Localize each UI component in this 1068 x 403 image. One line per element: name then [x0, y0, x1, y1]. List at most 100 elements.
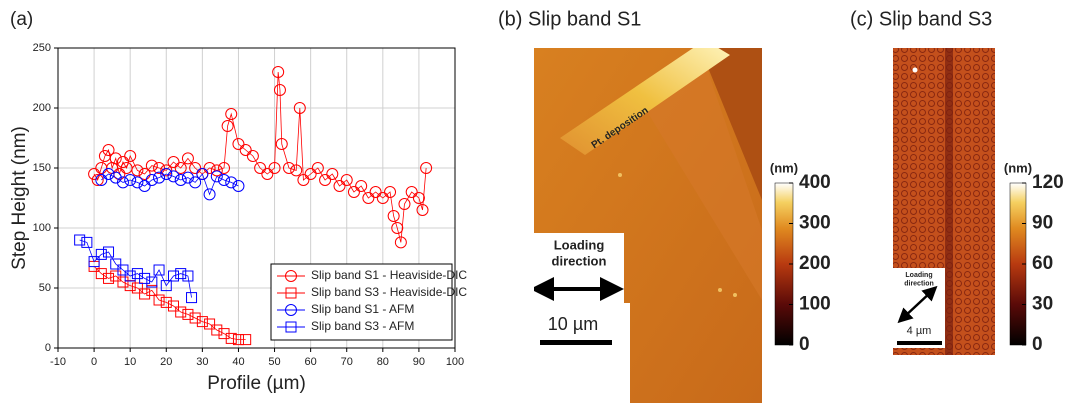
x-axis-label: Profile (µm) [207, 373, 306, 394]
data-point [124, 174, 137, 186]
data-point [196, 316, 208, 328]
data-point [362, 192, 375, 204]
data-point [391, 222, 404, 234]
y-tick-label: 250 [33, 42, 51, 54]
afm-image-s3 [893, 48, 995, 355]
colorbar-tick-label: 120 [1032, 172, 1064, 193]
colorbar-tick-label: 60 [1032, 253, 1053, 274]
scale-bar-label: 10 µm [548, 314, 598, 334]
data-point [91, 174, 104, 186]
data-point [153, 264, 165, 276]
data-point [74, 234, 86, 246]
data-point [95, 174, 108, 186]
data-point [182, 270, 194, 282]
legend-marker [285, 304, 297, 316]
colorbar-tick-label: 30 [1032, 294, 1053, 315]
colorbar-tick-label: 90 [1032, 213, 1053, 234]
data-point [110, 258, 122, 270]
data-point [326, 168, 339, 180]
data-point [387, 210, 400, 222]
data-point [174, 174, 187, 186]
loading-direction: Loading [905, 272, 932, 279]
legend-marker [285, 270, 297, 282]
data-point [175, 268, 187, 280]
colorbar-tick-label: 300 [799, 213, 831, 234]
series-line [93, 71, 427, 243]
scale-bar-label: 4 µm [907, 325, 932, 337]
data-point [103, 272, 115, 284]
data-point [139, 288, 151, 300]
x-tick-label: 10 [124, 356, 136, 368]
x-tick-label: 70 [341, 356, 353, 368]
colorbar-label: (nm) [1004, 160, 1032, 175]
data-point [196, 168, 209, 180]
data-point [116, 156, 129, 168]
data-point [210, 170, 223, 183]
data-point [221, 120, 234, 132]
data-point [203, 162, 216, 174]
data-point [290, 164, 303, 177]
data-point [116, 176, 129, 189]
data-point [218, 162, 231, 174]
colorbar-tick-label: 200 [799, 253, 831, 274]
data-point [398, 198, 411, 210]
data-point [225, 176, 238, 189]
data-point [272, 66, 285, 78]
data-point [167, 300, 179, 312]
data-point [88, 168, 101, 180]
data-point [139, 272, 151, 284]
data-point [117, 264, 129, 276]
data-point [102, 168, 115, 180]
data-point [304, 168, 317, 180]
y-tick-label: 100 [33, 222, 51, 234]
x-tick-label: -10 [50, 356, 66, 368]
data-point [186, 292, 198, 304]
data-point [311, 162, 324, 174]
data-point [240, 334, 252, 346]
data-point [293, 102, 306, 114]
data-point [416, 204, 429, 216]
data-point [405, 186, 418, 198]
data-point [102, 144, 115, 156]
data-point [420, 162, 433, 174]
data-point [167, 170, 180, 183]
x-tick-label: 20 [160, 356, 172, 368]
data-point [261, 168, 274, 180]
data-point [81, 236, 93, 248]
data-point [138, 168, 151, 180]
data-point [204, 318, 216, 330]
data-point [153, 171, 166, 184]
data-point [319, 174, 332, 186]
data-point [124, 150, 137, 162]
data-point [369, 186, 382, 198]
data-point [160, 164, 173, 177]
data-point [153, 294, 165, 306]
y-tick-label: 0 [45, 342, 51, 354]
data-point [109, 152, 122, 165]
data-point [273, 84, 286, 96]
loading-direction: direction [552, 254, 607, 269]
legend-label: Slip band S1 - AFM [311, 302, 414, 316]
data-point [210, 164, 223, 177]
data-point [175, 306, 187, 318]
data-point [384, 186, 397, 198]
x-tick-label: 50 [268, 356, 280, 368]
data-point [189, 176, 202, 189]
data-point [88, 256, 100, 268]
colorbar-tick-label: 100 [799, 294, 831, 315]
data-point [110, 270, 122, 282]
afm-image-s1 [534, 48, 762, 403]
data-point [394, 236, 407, 249]
legend-box [270, 263, 453, 341]
data-point [189, 312, 201, 324]
data-point [145, 159, 158, 172]
panel-label: (a) [10, 9, 33, 30]
colorbar-label: (nm) [770, 160, 798, 175]
data-point [225, 108, 238, 120]
data-point [211, 324, 223, 336]
data-point [117, 276, 129, 288]
data-point [131, 176, 144, 189]
series-line [101, 173, 239, 196]
data-point [232, 180, 245, 192]
